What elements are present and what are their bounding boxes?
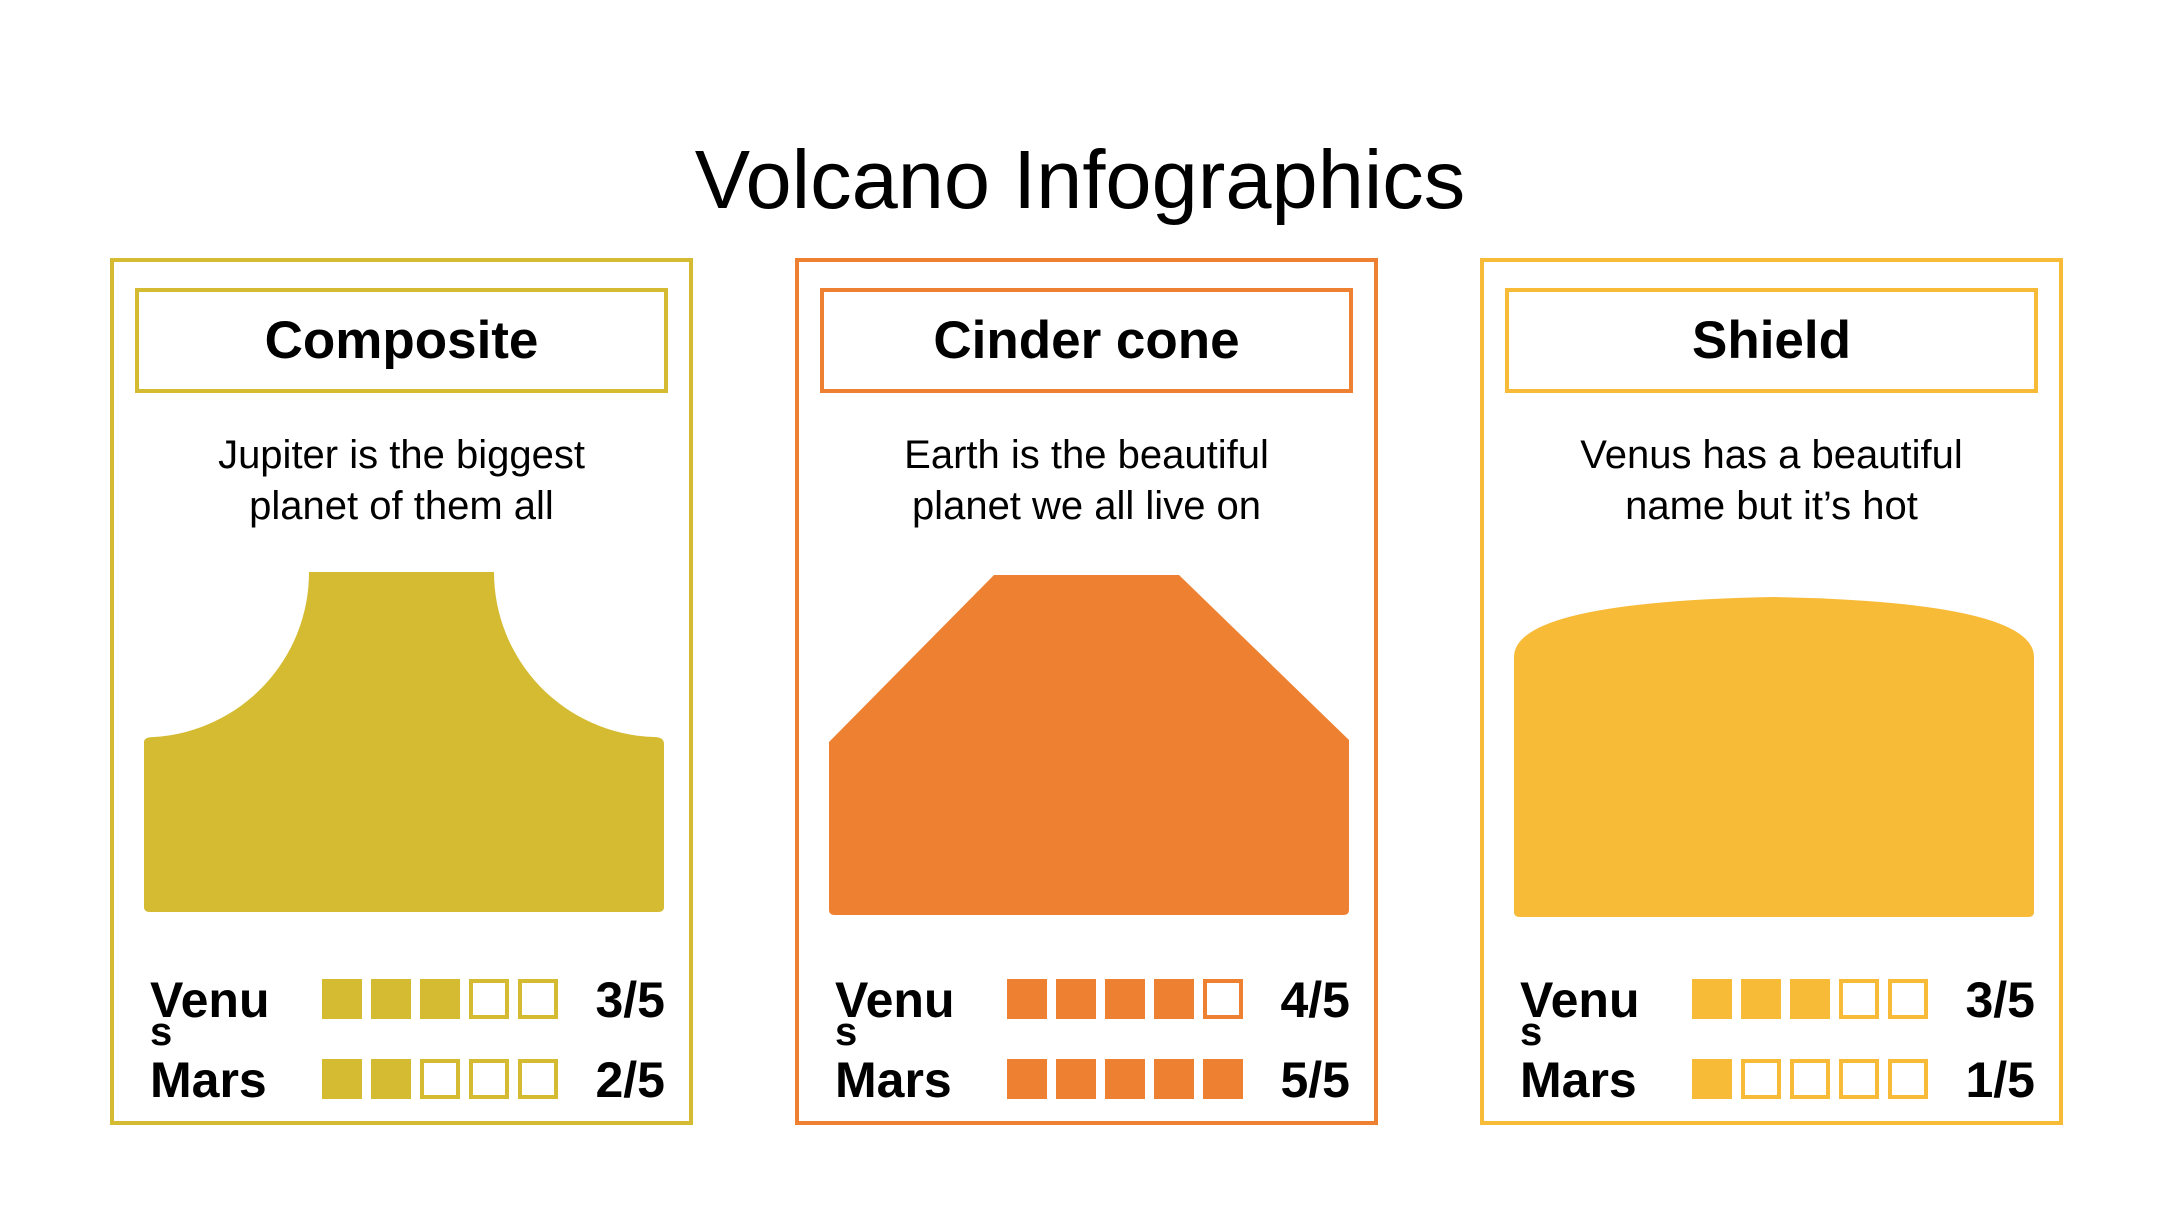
rating-label: Venu bbox=[1520, 972, 1640, 1028]
rating-square-filled bbox=[1056, 979, 1096, 1019]
shield-volcano-shape bbox=[1514, 597, 2034, 917]
rating-label-tail: s bbox=[150, 1010, 173, 1054]
rating-square-empty bbox=[1888, 1059, 1928, 1099]
card-title: Shield bbox=[1505, 288, 2038, 393]
rating-square-filled bbox=[420, 979, 460, 1019]
card-title: Cinder cone bbox=[820, 288, 1353, 393]
card-composite: Composite Jupiter is the biggest planet … bbox=[110, 258, 693, 1125]
rating-squares bbox=[1692, 1059, 1937, 1099]
rating-square-filled bbox=[1056, 1059, 1096, 1099]
rating-square-filled bbox=[371, 979, 411, 1019]
rating-square-empty bbox=[1203, 979, 1243, 1019]
rating-row-mars: Mars 5/5 bbox=[835, 1050, 1350, 1110]
rating-square-filled bbox=[1007, 1059, 1047, 1099]
rating-score: 1/5 bbox=[1965, 1052, 2035, 1108]
composite-volcano-shape bbox=[144, 572, 664, 912]
rating-squares bbox=[322, 1059, 567, 1099]
rating-squares bbox=[1692, 979, 1937, 1019]
rating-square-filled bbox=[371, 1059, 411, 1099]
rating-label: Venu bbox=[150, 972, 270, 1028]
rating-square-empty bbox=[1790, 1059, 1830, 1099]
rating-square-empty bbox=[1741, 1059, 1781, 1099]
rating-square-filled bbox=[322, 979, 362, 1019]
rating-square-empty bbox=[469, 1059, 509, 1099]
rating-label-tail: s bbox=[835, 1010, 858, 1054]
rating-score: 3/5 bbox=[595, 972, 665, 1028]
rating-row-venus: Venu s 3/5 bbox=[150, 970, 665, 1052]
rating-square-empty bbox=[1888, 979, 1928, 1019]
rating-label: Venu bbox=[835, 972, 955, 1028]
card-shield: Shield Venus has a beautiful name but it… bbox=[1480, 258, 2063, 1125]
cinder-cone-volcano-shape bbox=[829, 575, 1349, 915]
rating-label: Mars bbox=[1520, 1052, 1637, 1108]
rating-score: 3/5 bbox=[1965, 972, 2035, 1028]
rating-label-tail: s bbox=[1520, 1010, 1543, 1054]
rating-row-mars: Mars 2/5 bbox=[150, 1050, 665, 1110]
rating-square-filled bbox=[322, 1059, 362, 1099]
rating-row-venus: Venu s 4/5 bbox=[835, 970, 1350, 1052]
rating-square-filled bbox=[1203, 1059, 1243, 1099]
rating-squares bbox=[1007, 1059, 1252, 1099]
rating-square-filled bbox=[1692, 979, 1732, 1019]
rating-square-filled bbox=[1790, 979, 1830, 1019]
rating-square-empty bbox=[469, 979, 509, 1019]
rating-square-filled bbox=[1741, 979, 1781, 1019]
card-cinder-cone: Cinder cone Earth is the beautiful plane… bbox=[795, 258, 1378, 1125]
rating-square-empty bbox=[518, 979, 558, 1019]
rating-squares bbox=[1007, 979, 1252, 1019]
rating-square-filled bbox=[1692, 1059, 1732, 1099]
rating-square-filled bbox=[1154, 1059, 1194, 1099]
rating-squares bbox=[322, 979, 567, 1019]
rating-square-empty bbox=[420, 1059, 460, 1099]
rating-row-mars: Mars 1/5 bbox=[1520, 1050, 2035, 1110]
rating-square-filled bbox=[1105, 1059, 1145, 1099]
card-description: Earth is the beautiful planet we all liv… bbox=[904, 433, 1269, 528]
card-title: Composite bbox=[135, 288, 668, 393]
rating-square-filled bbox=[1154, 979, 1194, 1019]
page-title: Volcano Infographics bbox=[694, 133, 1466, 226]
rating-square-empty bbox=[1839, 979, 1879, 1019]
card-description: Venus has a beautiful name but it’s hot bbox=[1580, 433, 1963, 528]
rating-score: 4/5 bbox=[1280, 972, 1350, 1028]
rating-square-filled bbox=[1007, 979, 1047, 1019]
card-description: Jupiter is the biggest planet of them al… bbox=[218, 433, 585, 528]
rating-row-venus: Venu s 3/5 bbox=[1520, 970, 2035, 1052]
rating-square-empty bbox=[518, 1059, 558, 1099]
rating-score: 2/5 bbox=[595, 1052, 665, 1108]
rating-score: 5/5 bbox=[1280, 1052, 1350, 1108]
rating-square-filled bbox=[1105, 979, 1145, 1019]
rating-square-empty bbox=[1839, 1059, 1879, 1099]
rating-label: Mars bbox=[835, 1052, 952, 1108]
rating-label: Mars bbox=[150, 1052, 267, 1108]
